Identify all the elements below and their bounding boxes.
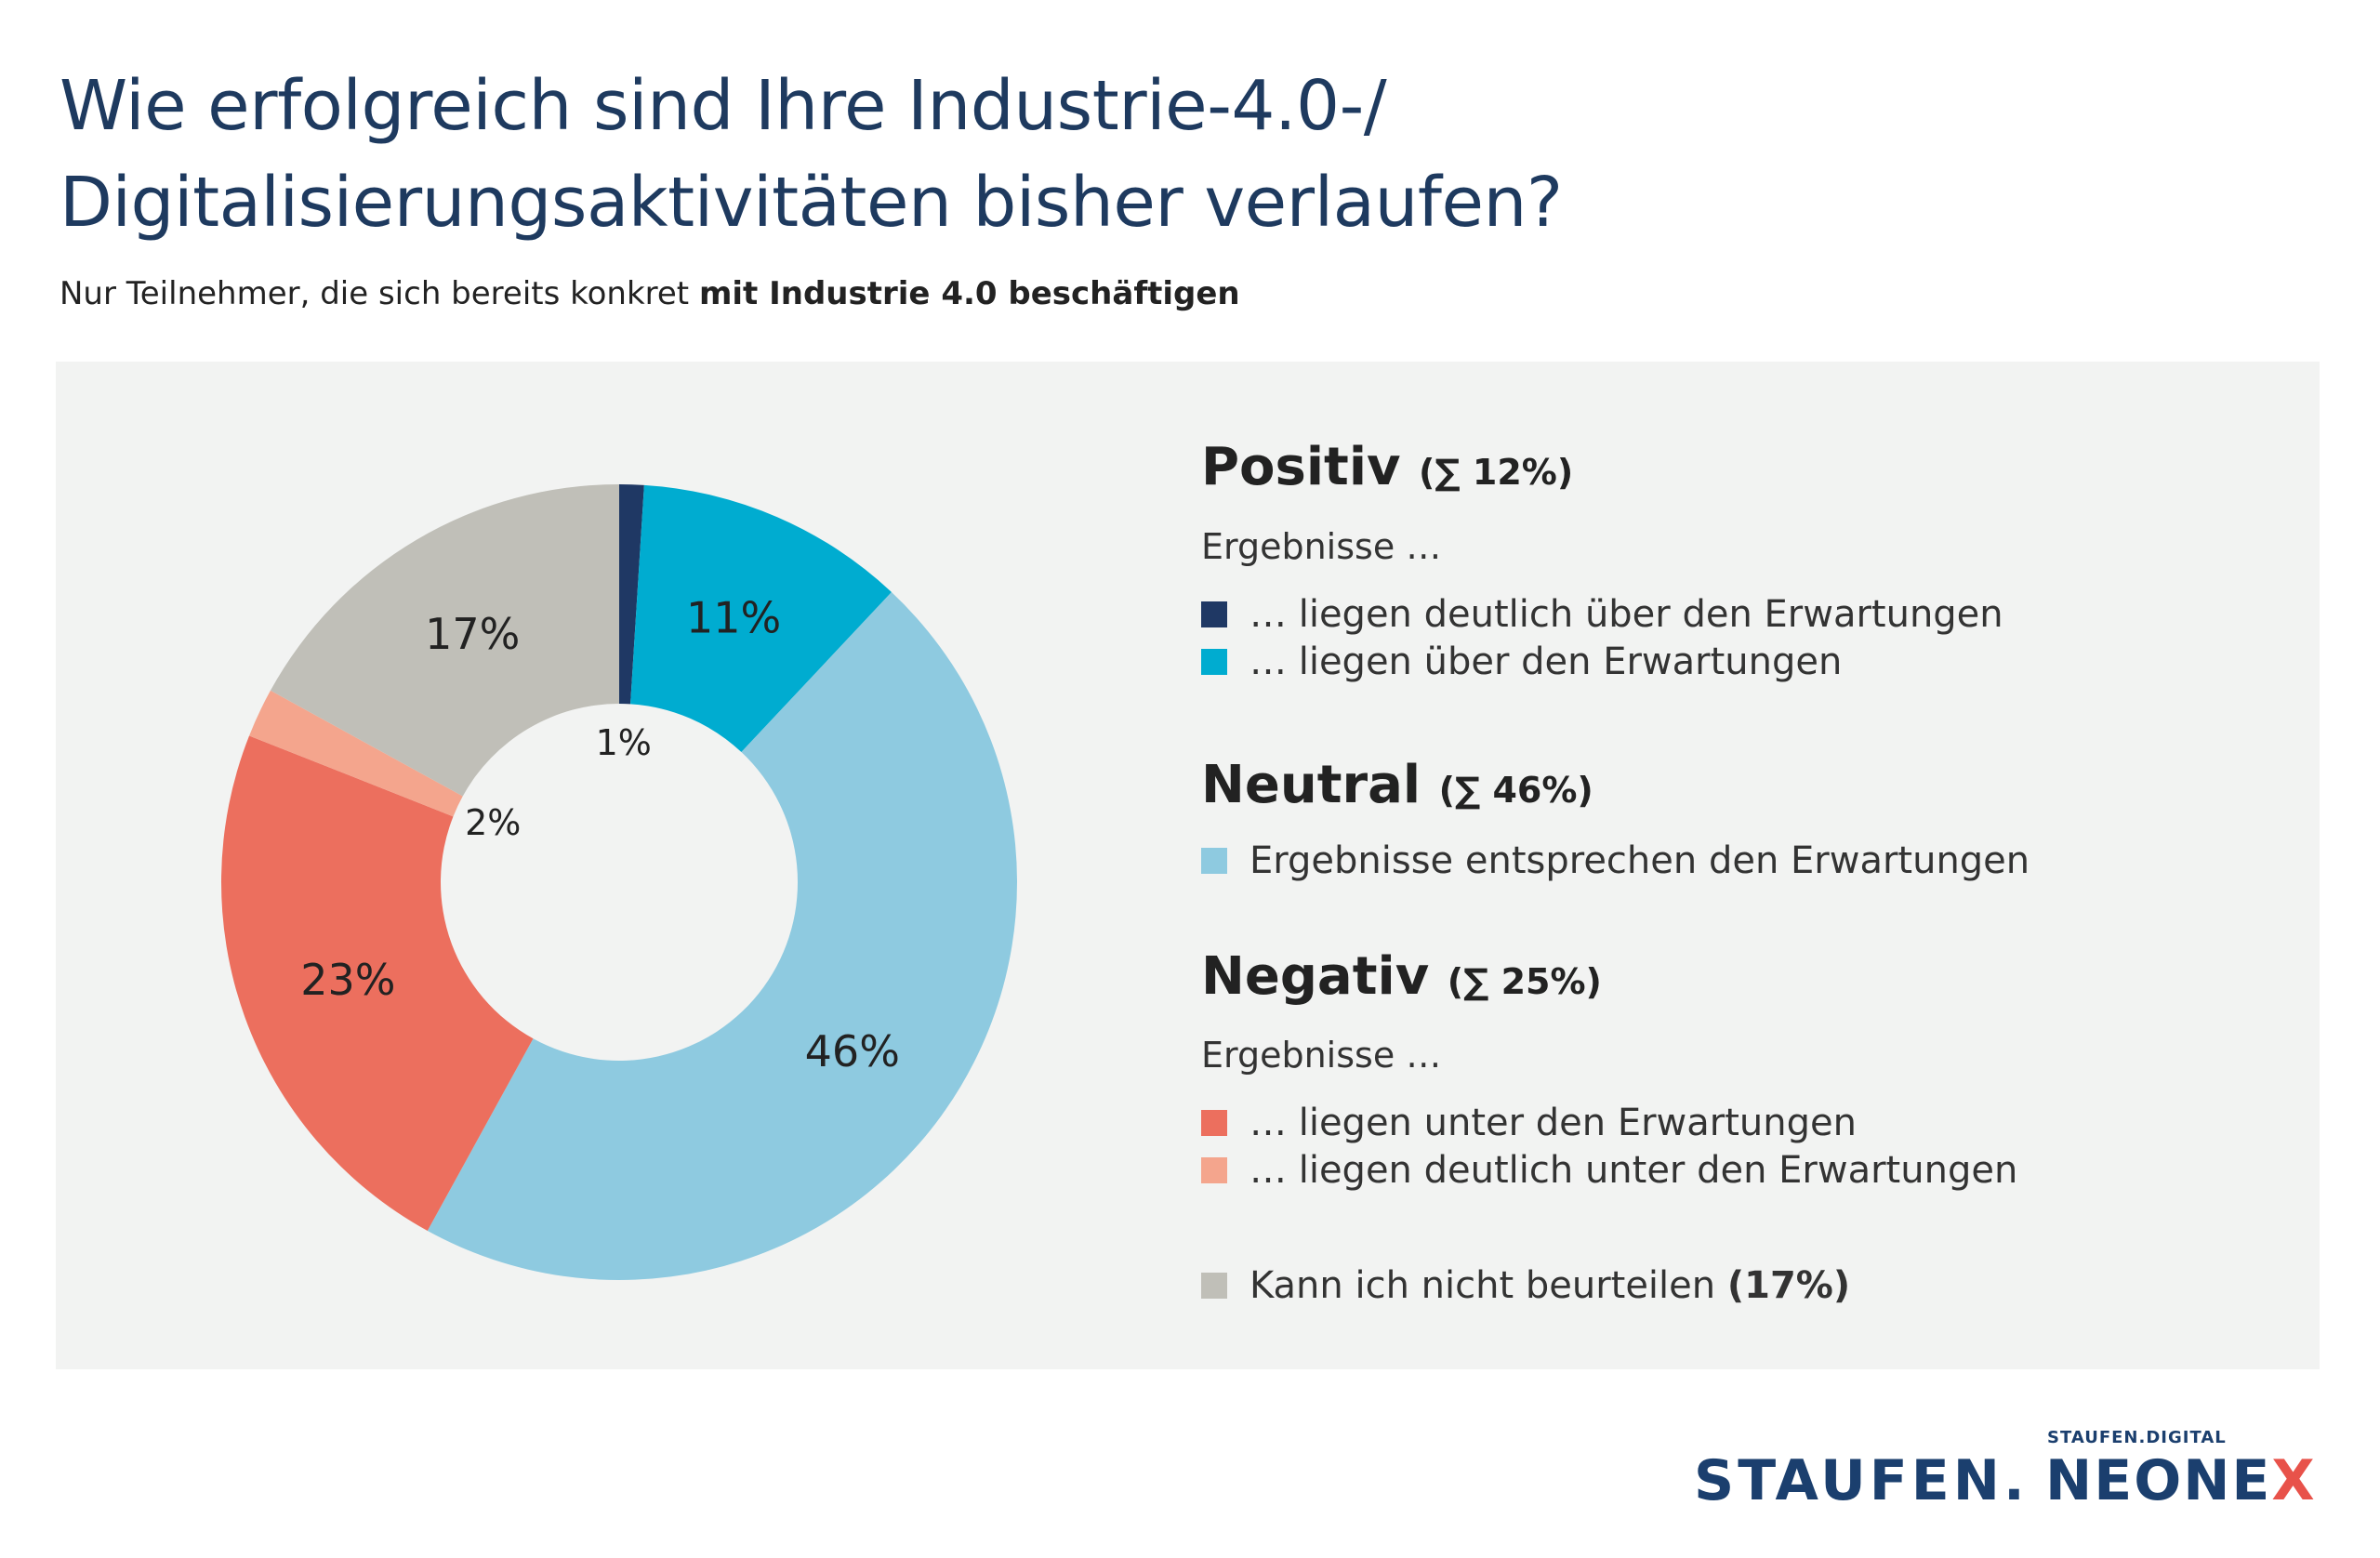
legend-label: Ergebnisse entsprechen den Erwartungen <box>1250 839 2030 882</box>
swatch <box>1201 649 1227 675</box>
neonex-x: X <box>2271 1448 2317 1513</box>
legend-heading-negative: Negativ (∑ 25%) <box>1201 946 1602 1007</box>
title-line-1: Wie erfolgreich sind Ihre Industrie-4.0-… <box>60 66 1387 146</box>
swatch <box>1201 848 1227 874</box>
swatch <box>1201 601 1227 627</box>
donut-slice <box>619 484 644 705</box>
neonex-logo: NEONEX <box>2045 1448 2317 1513</box>
slice-label: 23% <box>300 955 395 1005</box>
slice-label: 17% <box>425 609 520 659</box>
legend-label: … liegen deutlich über den Erwartungen <box>1250 593 2003 636</box>
slice-label: 1% <box>596 722 652 763</box>
legend-heading-neutral: Neutral (∑ 46%) <box>1201 755 1593 815</box>
legend-item: … liegen deutlich unter den Erwartungen <box>1201 1149 2017 1192</box>
donut-slice <box>427 592 1017 1280</box>
donut-chart: 1% 11% 46% 23% 2% 17% <box>221 484 1017 1280</box>
legend-item: … liegen deutlich über den Erwartungen <box>1201 593 2003 636</box>
staufen-logo: STAUFEN. <box>1694 1448 2029 1513</box>
legend-intro-positive: Ergebnisse … <box>1201 526 1442 567</box>
staufen-digital-logo-text: STAUFEN.DIGITAL <box>2047 1428 2227 1447</box>
legend-intro-negative: Ergebnisse … <box>1201 1035 1442 1076</box>
donut-slice <box>270 484 619 797</box>
legend-item-other: Kann ich nicht beurteilen (17%) <box>1201 1264 1850 1307</box>
chart-panel: 1% 11% 46% 23% 2% 17% <box>56 362 2320 1369</box>
slice-label: 2% <box>465 802 521 843</box>
swatch <box>1201 1110 1227 1136</box>
legend-label: … liegen deutlich unter den Erwartungen <box>1250 1149 2018 1192</box>
legend-label: … liegen unter den Erwartungen <box>1250 1102 1857 1144</box>
slice-label: 46% <box>805 1026 900 1076</box>
legend-item: … liegen unter den Erwartungen <box>1201 1102 1857 1144</box>
legend-label: … liegen über den Erwartungen <box>1250 640 1843 683</box>
subtitle-regular: Nur Teilnehmer, die sich bereits konkret <box>60 275 699 312</box>
heading-label: Positiv <box>1201 437 1401 497</box>
donut-slice <box>630 484 892 753</box>
legend-value: (17%) <box>1726 1264 1851 1307</box>
heading-sum: (∑ 12%) <box>1419 452 1574 493</box>
donut-slice <box>221 735 534 1232</box>
legend-label: Kann ich nicht beurteilen <box>1250 1264 1727 1307</box>
subtitle-bold: mit Industrie 4.0 beschäftigen <box>698 275 1240 312</box>
heading-sum: (∑ 25%) <box>1447 961 1602 1002</box>
swatch <box>1201 1273 1227 1299</box>
neonex-text: NEONE <box>2045 1448 2272 1513</box>
legend-item: Ergebnisse entsprechen den Erwartungen <box>1201 839 2030 882</box>
heading-label: Neutral <box>1201 755 1421 815</box>
legend-heading-positive: Positiv (∑ 12%) <box>1201 437 1573 497</box>
heading-sum: (∑ 46%) <box>1438 770 1593 811</box>
subtitle: Nur Teilnehmer, die sich bereits konkret… <box>60 275 1240 312</box>
page-title: Wie erfolgreich sind Ihre Industrie-4.0-… <box>60 58 1563 251</box>
donut-slice <box>249 690 463 817</box>
heading-label: Negativ <box>1201 946 1430 1007</box>
legend-item: … liegen über den Erwartungen <box>1201 640 1842 683</box>
slice-label: 11% <box>686 592 781 642</box>
title-line-2: Digitalisierungsaktivitäten bisher verla… <box>60 163 1563 243</box>
swatch <box>1201 1157 1227 1183</box>
